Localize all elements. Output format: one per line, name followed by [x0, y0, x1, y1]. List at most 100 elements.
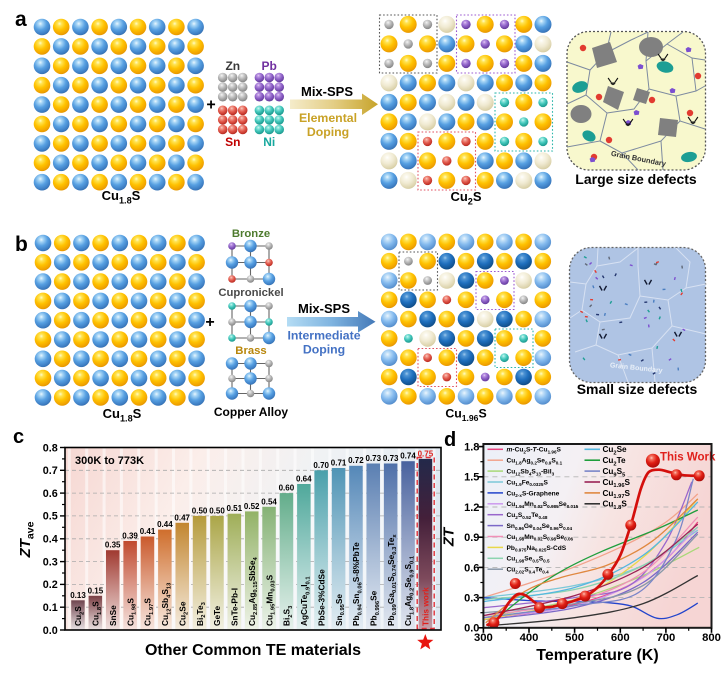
svg-text:Cu1.96​S: Cu1.96​S: [445, 407, 486, 423]
svg-text:Ni: Ni: [263, 135, 275, 149]
svg-text:Cu1.9​Fe0.0325​S: Cu1.9​Fe0.0325​S: [507, 479, 549, 487]
svg-text:Cu1.8​Ag0.2​Se0.9​S0.1​: Cu1.8​Ag0.2​Se0.9​S0.1​: [403, 555, 415, 626]
svg-text:0.1: 0.1: [43, 602, 58, 614]
svg-text:Elemental: Elemental: [299, 111, 357, 125]
svg-text:0.4: 0.4: [43, 534, 58, 546]
svg-text:0.74: 0.74: [400, 452, 416, 461]
svg-text:Cu1.8​Ag0.2​Se0.9​S0.1​: Cu1.8​Ag0.2​Se0.9​S0.1​: [507, 458, 563, 466]
svg-text:+: +: [205, 314, 214, 331]
svg-text:Sn0.96​Ge0.04​Se0.96​S0.04​: Sn0.96​Ge0.04​Se0.96​S0.04​: [507, 523, 573, 531]
svg-text:GeTe: GeTe: [212, 605, 222, 626]
svg-text:Sn: Sn: [225, 135, 240, 149]
svg-text:Cu1.98​S: Cu1.98​S: [125, 598, 137, 626]
svg-text:Cu1.8​S: Cu1.8​S: [102, 188, 141, 206]
svg-text:Cu1.8​S: Cu1.8​S: [603, 500, 628, 511]
svg-text:Cu1.97​S: Cu1.97​S: [603, 489, 631, 500]
svg-text:Cu2​S: Cu2​S: [450, 189, 481, 207]
svg-text:Cu2.02​S0.4​Te0.4​: Cu2.02​S0.4​Te0.4​: [507, 567, 550, 575]
svg-text:Brass: Brass: [235, 345, 266, 357]
svg-text:0.2: 0.2: [43, 579, 58, 591]
svg-text:+: +: [206, 97, 215, 114]
svg-text:0.6: 0.6: [43, 488, 58, 500]
svg-text:Mix-SPS: Mix-SPS: [298, 301, 350, 316]
svg-text:Cu12​Sb4​S13​: Cu12​Sb4​S13​: [160, 582, 172, 626]
svg-text:Cu1.8​S: Cu1.8​S: [103, 406, 142, 424]
svg-text:0.50: 0.50: [192, 506, 208, 515]
svg-text:c: c: [13, 426, 24, 448]
svg-text:Bi2​Te3​: Bi2​Te3​: [195, 601, 207, 626]
svg-text:0.13: 0.13: [70, 591, 86, 600]
svg-text:d: d: [444, 429, 456, 451]
svg-text:1.5: 1.5: [464, 472, 479, 484]
svg-text:400: 400: [520, 632, 539, 644]
svg-text:0.3: 0.3: [464, 593, 479, 605]
svg-text:700: 700: [656, 632, 675, 644]
svg-text:Copper Alloy: Copper Alloy: [214, 405, 289, 419]
svg-text:0.3: 0.3: [43, 556, 58, 568]
svg-text:0.0: 0.0: [43, 625, 58, 637]
svg-text:m-Cu2​S-T-Cu1.96​S: m-Cu2​S-T-Cu1.96​S: [507, 447, 562, 455]
svg-text:Large size defects: Large size defects: [575, 171, 697, 187]
svg-text:0.41: 0.41: [140, 527, 156, 536]
svg-text:Cu2​S0.52​Te0.48​: Cu2​S0.52​Te0.48​: [507, 512, 548, 520]
svg-text:Cu2​Se: Cu2​Se: [177, 601, 189, 626]
svg-text:AgCuTe0.9​I0.1​: AgCuTe0.9​I0.1​: [299, 576, 311, 626]
svg-text:0.73: 0.73: [366, 454, 382, 463]
svg-text:b: b: [15, 233, 28, 256]
svg-text:Other Common TE materials: Other Common TE materials: [145, 642, 361, 659]
svg-text:0.54: 0.54: [261, 497, 277, 506]
svg-text:1.2: 1.2: [464, 502, 479, 514]
svg-text:SnSe: SnSe: [108, 605, 118, 626]
svg-text:0.71: 0.71: [331, 459, 347, 468]
svg-text:Cu1.96​S: Cu1.96​S: [603, 478, 631, 489]
svg-text:0.72: 0.72: [348, 456, 364, 465]
svg-text:a: a: [15, 8, 27, 31]
svg-text:Bronze: Bronze: [232, 228, 270, 240]
svg-text:0.8: 0.8: [43, 442, 58, 454]
svg-text:Cu1.97​S: Cu1.97​S: [143, 598, 155, 626]
svg-text:Pb: Pb: [262, 59, 277, 73]
svg-text:Cu2​Te: Cu2​Te: [603, 456, 626, 467]
svg-text:0.6: 0.6: [464, 562, 479, 574]
svg-text:Sn0.95​Se: Sn0.95​Se: [334, 594, 346, 626]
svg-text:ZTave: ZTave: [17, 521, 36, 558]
svg-text:0.44: 0.44: [157, 520, 173, 529]
svg-text:Intermediate: Intermediate: [287, 329, 360, 343]
svg-text:300K to 773K: 300K to 773K: [75, 455, 144, 467]
svg-text:Doping: Doping: [307, 125, 349, 139]
svg-text:0.52: 0.52: [244, 502, 260, 511]
svg-text:0.47: 0.47: [174, 513, 190, 522]
svg-text:0.0: 0.0: [464, 623, 479, 635]
svg-text:Cu2​S: Cu2​S: [73, 606, 85, 626]
svg-text:Cu2-x​S-Graphene: Cu2-x​S-Graphene: [507, 490, 560, 498]
svg-text:This Work: This Work: [660, 452, 716, 464]
svg-text:Pb0.975​Na0.025​S-CdS: Pb0.975​Na0.025​S-CdS: [507, 545, 567, 553]
svg-text:PbSe-3%CdSe: PbSe-3%CdSe: [316, 569, 326, 626]
svg-text:0.15: 0.15: [88, 586, 104, 595]
svg-text:Cu1.8​S: Cu1.8​S: [91, 601, 103, 626]
svg-text:0.75: 0.75: [418, 449, 434, 458]
svg-text:800: 800: [702, 632, 721, 644]
svg-text:Pb0.99​Ga0.01​S0.74​Se0.3​Tex​: Pb0.99​Ga0.01​S0.74​Se0.3​Tex​: [386, 534, 398, 626]
svg-text:0.50: 0.50: [209, 506, 225, 515]
svg-text:Cu1.94​Mn0.02​S0.985​Se0.015​: Cu1.94​Mn0.02​S0.985​Se0.015​: [507, 501, 579, 509]
svg-text:0.5: 0.5: [43, 511, 58, 523]
svg-text:Mix-SPS: Mix-SPS: [301, 84, 353, 99]
svg-text:ZT: ZT: [441, 526, 458, 547]
svg-text:0.64: 0.64: [296, 475, 312, 484]
svg-text:300: 300: [474, 632, 493, 644]
svg-text:0.39: 0.39: [122, 532, 138, 541]
svg-text:This work: This work: [421, 587, 431, 626]
svg-text:0.35: 0.35: [105, 541, 121, 550]
svg-text:600: 600: [611, 632, 630, 644]
svg-text:0.7: 0.7: [43, 465, 58, 477]
svg-text:Cu1.95​Mn0.03​S: Cu1.95​Mn0.03​S: [264, 574, 276, 626]
svg-text:Pb0.996​Se: Pb0.996​Se: [369, 590, 381, 626]
svg-text:0.9: 0.9: [464, 532, 479, 544]
svg-text:Pb0.94​Sn0.06​S-8%PbTe: Pb0.94​Sn0.06​S-8%PbTe: [351, 542, 363, 626]
svg-text:Cu1.98​Se0.5​S0.5​: Cu1.98​Se0.5​S0.5​: [507, 556, 550, 564]
svg-text:Cu12​Sb4​S13​-BiI3​: Cu12​Sb4​S13​-BiI3​: [507, 469, 555, 477]
svg-text:0.51: 0.51: [227, 504, 243, 513]
svg-text:Cu1.98​Mn0.02​S0.98​Se0.06​: Cu1.98​Mn0.02​S0.98​Se0.06​: [507, 534, 574, 542]
svg-text:0.73: 0.73: [383, 454, 399, 463]
